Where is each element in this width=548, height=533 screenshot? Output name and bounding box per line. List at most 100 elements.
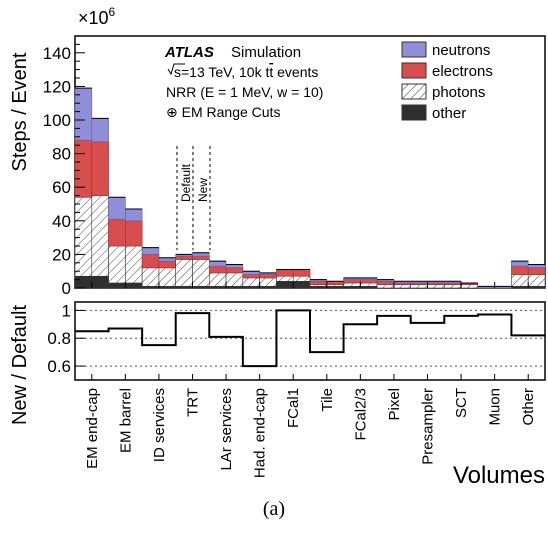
legend-swatch-other [401,104,427,121]
bottom-plot-frame [74,301,546,381]
bar-neutrons-5-default [242,270,260,275]
y-scale-base: ×10 [78,8,109,28]
x-tick-label: Muon [487,388,504,426]
new-label: New [196,178,210,202]
bar-electrons-7-new [326,280,344,285]
bar-electrons-8-new [360,279,378,284]
bar-photons-9-default [376,284,395,289]
ratio-tick-label: 0.6 [47,357,71,376]
y-tick-label: 120 [43,77,71,96]
top-panel: 0 20 40 60 80 100 120 140 Steps / Event ×106 AT… [9,5,546,298]
x-tick-label: Presampler [420,388,437,465]
bar-photons-0-default [74,196,93,277]
figure-caption: (a) [262,498,286,520]
y-tick-label: 20 [52,245,71,264]
bar-photons-8-new [360,282,378,287]
bar-neutrons-1-new [125,208,143,222]
y-tick-label: 80 [52,145,71,164]
bar-electrons-9-default [376,280,395,285]
legend-label-electrons: electrons [432,63,493,80]
default-new-markers: Default New [176,146,211,250]
bar-photons-3-default [175,259,193,287]
bar-other-6-default [276,280,294,289]
atlas-annotation: ATLAS Simulation s=13 TeV, 10k tt events… [164,44,323,120]
legend-label-photons: photons [432,84,485,101]
bar-neutrons-2-new [158,257,177,262]
bar-neutrons-1-default [108,196,126,220]
bar-photons-9-new [393,284,412,289]
bar-photons-11-default [443,284,462,289]
bar-photons-3-new [192,259,210,287]
energy-label: s=13 TeV, 10k tt events [167,63,318,80]
ratio-y-axis-label: New / Default [9,305,31,425]
bar-photons-6-default [276,275,294,282]
bar-electrons-6-new [292,269,311,277]
energy-text: =13 TeV, 10k t [181,64,269,80]
bar-photons-8-default [343,282,361,287]
y-tick-label: 0 [62,279,71,298]
bar-photons-13-new [527,274,546,287]
default-label: Default [179,163,193,202]
nrr-label: NRR (E = 1 MeV, w = 10) [166,84,323,100]
energy-prefix: s [174,64,181,80]
bar-photons-4-new [225,272,244,287]
figure-canvas: 0 20 40 60 80 100 120 140 Steps / Event ×106 AT… [9,5,546,489]
legend: neutrons electrons photons other [401,41,493,122]
bar-other-1-new [125,282,143,289]
bar-electrons-0-new [91,141,109,196]
bar-photons-6-new [292,275,311,282]
bar-photons-4-default [208,272,227,287]
bar-neutrons-3-new [192,252,210,257]
bar-photons-5-new [259,277,277,287]
x-axis-label: Volumes [453,462,545,489]
bar-photons-0-new [91,195,109,277]
bar-photons-11-new [460,284,479,289]
legend-swatch-neutrons [401,41,427,58]
legend-swatch-photons [401,83,427,100]
x-tick-labels: EM end-cap EM barrel ID services TRT LAr ser… [84,388,537,478]
bar-photons-5-default [242,277,260,287]
bar-photons-2-default [141,267,160,287]
bar-other-0-default [74,275,93,289]
bar-photons-10-new [427,284,445,289]
top-y-axis-label: Steps / Event [9,52,31,171]
bar-electrons-6-default [276,269,294,277]
ratio-y-ticks: 0.6 0.8 1 [47,301,85,376]
y-scale-exponent: 6 [109,5,116,19]
x-tick-label: ID services [151,388,168,462]
bar-photons-10-default [410,284,428,289]
bar-neutrons-4-default [208,260,227,267]
ratio-step-line [75,309,545,368]
y-tick-label: 60 [52,178,71,197]
bar-electrons-4-new [225,267,244,274]
x-ticks [91,282,529,380]
bar-neutrons-2-default [141,247,160,255]
bar-neutrons-0-default [74,87,93,141]
bar-electrons-5-default [242,274,260,279]
bar-electrons-1-new [125,220,143,247]
sqrt-symbol [167,63,185,76]
energy-suffix: events [273,64,318,80]
bar-electrons-8-default [343,279,361,284]
top-bars [74,87,546,289]
y-tick-label: 140 [43,44,71,63]
em-range-cuts-label: ⊕ EM Range Cuts [166,104,280,120]
top-y-ticks: 0 20 40 60 80 100 120 140 [43,35,85,298]
bar-electrons-2-new [158,260,177,269]
legend-label-other: other [432,105,466,122]
bar-neutrons-4-new [225,264,244,269]
bar-other-1-default [108,282,126,289]
bar-photons-1-default [108,245,126,284]
energy-tbar: t [269,64,273,80]
x-tick-label: Pixel [386,388,403,421]
atlas-label: ATLAS [164,44,214,61]
x-tick-label: FCal2/3 [352,388,369,441]
x-tick-label: Other [520,388,537,426]
y-tick-label: 100 [43,111,71,130]
bar-electrons-3-new [192,255,210,260]
y-scale-factor: ×106 [78,5,116,28]
bar-neutrons-0-new [91,118,109,143]
x-tick-label: TRT [185,388,202,417]
bar-electrons-13-default [511,265,529,275]
bar-electrons-13-new [527,267,546,275]
